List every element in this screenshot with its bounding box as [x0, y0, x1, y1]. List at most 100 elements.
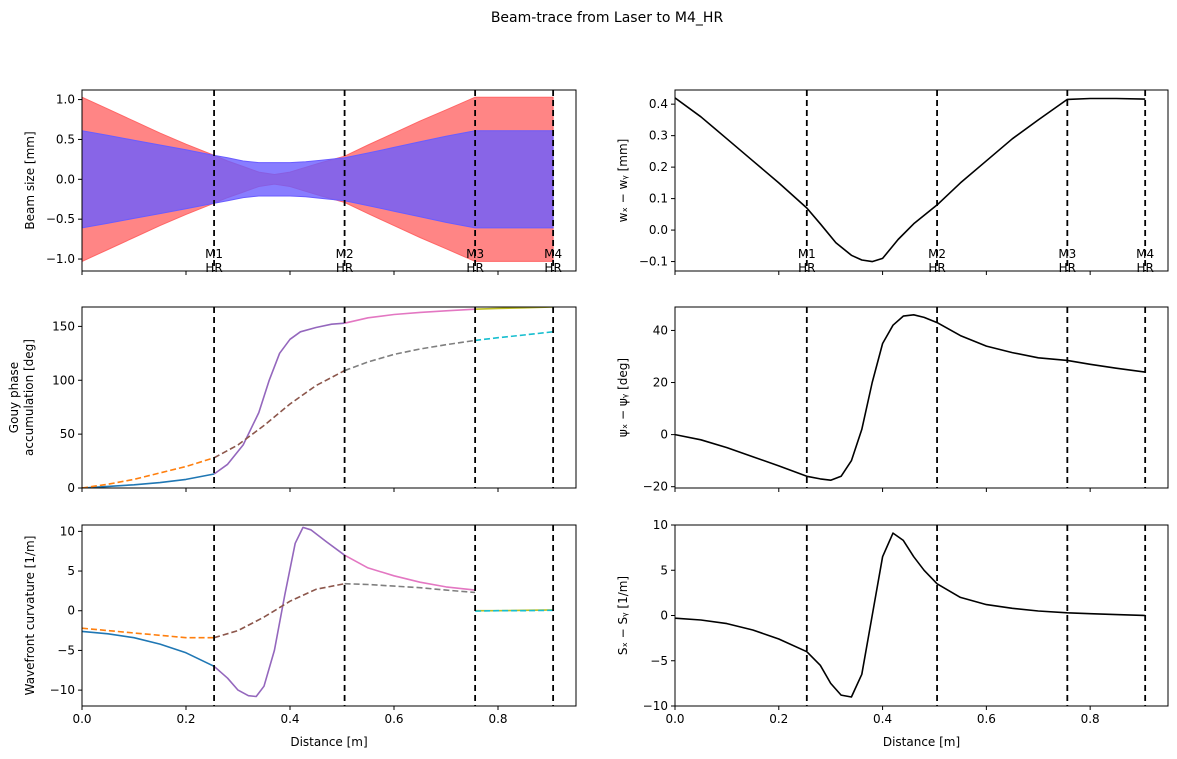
y-axis-label-line: Wavefront curvature [1/m]: [23, 536, 37, 696]
ytick-label: −0.5: [46, 212, 75, 226]
mirror-label-line: HR: [466, 261, 483, 275]
ytick-label: 40: [653, 323, 668, 337]
axes-frame: [674, 306, 1169, 489]
series-line-7: [475, 331, 554, 342]
plot-area: [675, 525, 1147, 706]
axes-frame: [81, 306, 577, 489]
subplot-s_diff: −10 −5 0 5 10 0.0 0.2 0.4 0.6 0.8 Sₓ − Sᵧ [1/m] Dis…: [616, 518, 1169, 749]
mirror-label-line: M3: [466, 247, 484, 261]
mirror-label-line: M4: [544, 247, 562, 261]
mirror-label-line: M2: [336, 247, 354, 261]
xtick-label: 0.8: [488, 712, 507, 726]
ytick-label: 0.1: [649, 192, 668, 206]
ytick-label: 0.0: [649, 223, 668, 237]
xtick-label: 0.2: [176, 712, 195, 726]
series-line-5: [344, 339, 476, 372]
ytick-label: −5: [57, 643, 75, 657]
ytick-label: 150: [52, 319, 75, 333]
series-line-4: [344, 308, 476, 324]
ytick-label: −1.0: [46, 252, 75, 266]
mirror-label: M4 HR: [544, 247, 562, 275]
ytick-label: −20: [643, 480, 668, 494]
xtick-label: 0.4: [873, 712, 892, 726]
ytick-label: 5: [660, 563, 668, 577]
plot-area: [675, 307, 1147, 488]
mirror-label-line: HR: [928, 261, 945, 275]
y-axis-label-line: Beam size [mm]: [23, 131, 37, 229]
ytick-label: −0.1: [639, 255, 668, 269]
ytick-label: 5: [67, 564, 75, 578]
mirror-label-line: HR: [1059, 261, 1076, 275]
series-line-2: [213, 526, 346, 698]
y-axis-label: Gouy phaseaccumulation [deg]: [7, 339, 36, 456]
xtick-label: 0.4: [280, 712, 299, 726]
axes-frame: [674, 89, 1169, 272]
xtick-label: 0.0: [665, 712, 684, 726]
plot-area: [82, 307, 555, 488]
mirror-label: M1 HR: [205, 247, 223, 275]
ytick-label: −10: [50, 683, 75, 697]
xtick-label: 0.0: [72, 712, 91, 726]
xtick-label: 0.6: [977, 712, 996, 726]
y-axis-label: Wavefront curvature [1/m]: [23, 536, 37, 696]
ytick-label: 20: [653, 376, 668, 390]
x-axis-label: Distance [m]: [883, 735, 960, 749]
mirror-label: M3 HR: [1058, 247, 1076, 275]
axes-frame: [81, 524, 577, 707]
xtick-label: 0.8: [1081, 712, 1100, 726]
y-axis-label: Beam size [mm]: [23, 131, 37, 229]
ytick-label: 0: [67, 604, 75, 618]
mirror-label: M1 HR: [798, 247, 816, 275]
ytick-label: 0.2: [649, 160, 668, 174]
series-line-0: [675, 532, 1146, 698]
mirror-label: M4 HR: [1136, 247, 1154, 275]
y-axis-label-line: ψₓ − ψᵧ [deg]: [616, 358, 630, 437]
mirror-label-line: HR: [798, 261, 815, 275]
ytick-label: 0: [660, 609, 668, 623]
y-axis-label: Sₓ − Sᵧ [1/m]: [616, 576, 630, 655]
figure-title: Beam-trace from Laser to M4_HR: [491, 10, 724, 26]
series-line-0: [82, 630, 215, 668]
ytick-label: 0.3: [649, 129, 668, 143]
beam-envelope-1: [82, 130, 554, 229]
y-axis-label-line: Gouy phase: [7, 362, 21, 433]
series-line-1: [82, 627, 215, 639]
axes-frame: [674, 524, 1169, 707]
axes-frame: [81, 89, 577, 272]
mirror-label-line: HR: [336, 261, 353, 275]
ytick-label: 0: [660, 428, 668, 442]
series-line-2: [213, 322, 345, 475]
plot-area: [82, 525, 555, 706]
plot-area: [675, 90, 1147, 271]
y-axis-label: ψₓ − ψᵧ [deg]: [616, 358, 630, 437]
series-line-0: [675, 97, 1146, 263]
series-line-7: [475, 609, 554, 612]
mirror-label-line: M4: [1136, 247, 1154, 261]
series-line-3: [213, 582, 345, 639]
subplot-psi_diff: −20 0 20 40 ψₓ − ψᵧ [deg]: [616, 306, 1169, 494]
series-line-1: [82, 457, 215, 488]
y-axis-label-line: accumulation [deg]: [22, 339, 36, 456]
y-axis-label-line: wₓ − wᵧ [mm]: [616, 139, 630, 223]
y-axis-label-line: Sₓ − Sᵧ [1/m]: [616, 576, 630, 655]
ytick-label: 0.4: [649, 97, 668, 111]
mirror-label-line: M1: [798, 247, 816, 261]
ytick-label: 10: [653, 518, 668, 532]
ytick-label: 50: [60, 427, 75, 441]
xtick-label: 0.2: [769, 712, 788, 726]
subplot-gouy: 0 50 100 150 Gouy phaseaccumulation [deg]: [7, 306, 577, 495]
ytick-label: 100: [52, 373, 75, 387]
mirror-label-line: HR: [544, 261, 561, 275]
series-line-4: [344, 554, 476, 591]
mirror-label-line: M2: [928, 247, 946, 261]
xtick-label: 0.6: [384, 712, 403, 726]
series-line-3: [213, 369, 345, 459]
plot-area: [82, 90, 555, 271]
series-line-0: [82, 473, 215, 488]
ytick-label: 0.5: [56, 132, 75, 146]
series-line-0: [675, 313, 1146, 482]
